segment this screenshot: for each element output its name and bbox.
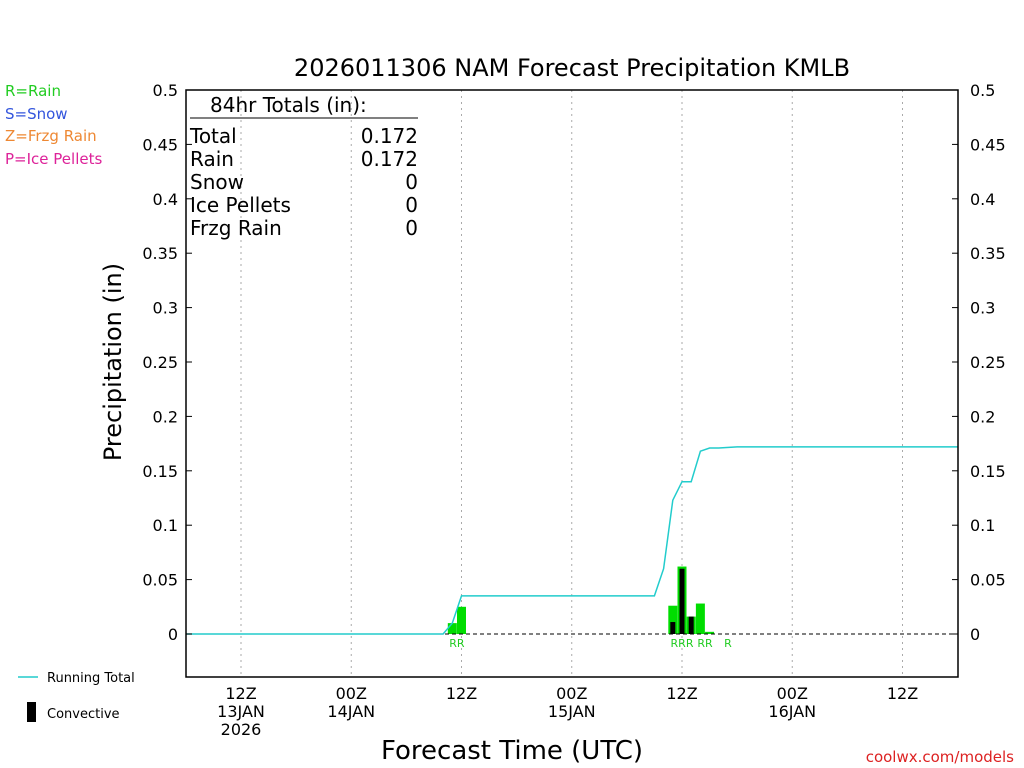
x-tick-label: 00Z [336, 684, 367, 703]
y-tick-label: 0.35 [142, 244, 178, 263]
totals-frzg-rain-value: 0 [405, 216, 418, 240]
y-tick-label: 0.05 [142, 571, 178, 590]
x-tick-label: 12Z [446, 684, 477, 703]
x-tick-label: 12Z [887, 684, 918, 703]
totals-frzg-rain-label: Frzg Rain [190, 216, 282, 240]
y-axis-label: Precipitation (in) [99, 263, 127, 461]
y-tick-label: 0.1 [153, 516, 178, 535]
credit-link[interactable]: coolwx.com/models [866, 748, 1014, 766]
y-tick-label: 0.45 [142, 135, 178, 154]
precip-type-legend: R=Rain S=Snow Z=Frzg Rain P=Ice Pellets [5, 82, 102, 168]
rain-bar [447, 623, 457, 634]
totals-ice-pellets-value: 0 [405, 193, 418, 217]
totals-box: 84hr Totals (in): Total 0.172 Rain 0.172… [189, 93, 418, 240]
y-tick-label: 0.2 [970, 407, 995, 426]
y-tick-label: 0.5 [970, 81, 995, 100]
y-tick-label: 0.05 [970, 571, 1006, 590]
y-tick-label: 0.3 [153, 299, 178, 318]
precip-type-marker: RRR [671, 637, 694, 650]
precip-type-marker: RR [697, 637, 713, 650]
rain-bar [668, 605, 678, 634]
x-tick-label: 13JAN [217, 702, 265, 721]
x-axis-label: Forecast Time (UTC) [381, 736, 643, 766]
y-tick-label: 0.4 [153, 190, 178, 209]
y-axis-left: 0 0.05 0.1 0.15 0.2 0.25 0.3 0.35 0.4 0.45 0.5 [142, 81, 192, 644]
legend-snow: S=Snow [5, 105, 68, 123]
x-tick-label: 00Z [777, 684, 808, 703]
y-tick-label: 0.4 [970, 190, 995, 209]
totals-total-value: 0.172 [361, 124, 418, 148]
y-tick-label: 0.15 [970, 462, 1006, 481]
convective-bars [670, 568, 694, 634]
y-tick-label: 0.35 [970, 244, 1006, 263]
running-total-line [185, 446, 958, 635]
chart-title: 2026011306 NAM Forecast Precipitation KM… [294, 54, 850, 82]
convective-bar [670, 622, 676, 634]
x-tick-label: 15JAN [548, 702, 596, 721]
convective-legend-swatch [27, 702, 36, 722]
y-tick-label: 0.25 [142, 353, 178, 372]
running-total-legend-label: Running Total [47, 671, 135, 686]
totals-snow-value: 0 [405, 170, 418, 194]
legend-ice-pellets: P=Ice Pellets [5, 150, 102, 168]
x-tick-label: 12Z [225, 684, 256, 703]
totals-header: 84hr Totals (in): [210, 93, 367, 117]
plot-frame [185, 89, 959, 678]
precip-type-markers: RR RRR RR R [449, 637, 732, 650]
x-tick-label: 12Z [666, 684, 697, 703]
x-tick-label: 14JAN [327, 702, 375, 721]
totals-snow-label: Snow [190, 170, 244, 194]
y-tick-label: 0.5 [153, 81, 178, 100]
totals-rain-label: Rain [190, 147, 234, 171]
totals-rain-value: 0.172 [361, 147, 418, 171]
convective-legend-label: Convective [47, 707, 120, 722]
legend-rain: R=Rain [5, 82, 61, 100]
y-tick-label: 0.3 [970, 299, 995, 318]
y-tick-label: 0 [168, 625, 178, 644]
y-tick-label: 0 [970, 625, 980, 644]
precip-type-marker: R [724, 637, 732, 650]
totals-total-label: Total [189, 124, 237, 148]
x-tick-label: 00Z [556, 684, 587, 703]
totals-ice-pellets-label: Ice Pellets [190, 193, 291, 217]
y-tick-label: 0.1 [970, 516, 995, 535]
grid-lines [240, 90, 903, 677]
rain-bar [705, 631, 715, 634]
y-tick-label: 0.2 [153, 407, 178, 426]
bottom-legend: Running Total Convective [18, 671, 135, 722]
y-axis-right: 0 0.05 0.1 0.15 0.2 0.25 0.3 0.35 0.4 0.45 0.5 [952, 81, 1006, 644]
convective-bar [688, 616, 694, 634]
x-tick-label: 16JAN [768, 702, 816, 721]
legend-frzg-rain: Z=Frzg Rain [5, 127, 97, 145]
x-tick-label: 2026 [221, 720, 262, 739]
rain-bar [457, 606, 466, 634]
convective-bar [679, 568, 685, 634]
rain-bar [695, 603, 705, 634]
precip-type-marker: RR [449, 637, 465, 650]
y-tick-label: 0.15 [142, 462, 178, 481]
y-tick-label: 0.45 [970, 135, 1006, 154]
y-tick-label: 0.25 [970, 353, 1006, 372]
